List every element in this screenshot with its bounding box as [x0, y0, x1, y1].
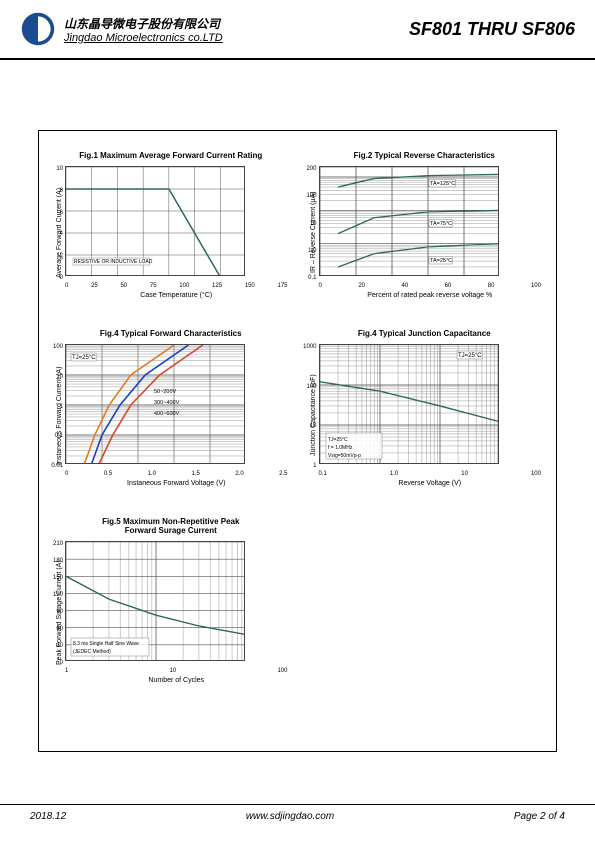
- company-logo-icon: [20, 11, 56, 47]
- fig3-chart: Fig.4 Typical Forward Characteristics In…: [54, 329, 288, 487]
- fig2-title: Fig.2 Typical Reverse Characteristics: [308, 151, 542, 160]
- fig3-plot: 50~200V 300~400V 400~600V TJ=25°C: [65, 344, 245, 464]
- fig1-xticks: 0255075100125150175: [65, 283, 288, 289]
- fig5-xticks: 110100: [65, 668, 288, 674]
- content-frame: Fig.1 Maximum Average Forward Current Ra…: [38, 130, 557, 752]
- fig3-xticks: 00.51.01.52.02.5: [65, 471, 288, 477]
- svg-text:300~400V: 300~400V: [154, 400, 180, 406]
- fig4-chart: Fig.4 Typical Junction Capacitance Junct…: [308, 329, 542, 487]
- fig1-yticks: 1086420: [47, 166, 63, 281]
- svg-text:400~600V: 400~600V: [154, 411, 180, 417]
- fig5-plot: 8.3 ms Single Half Sine Wave (JEDEC Metho…: [65, 541, 245, 661]
- fig4-yticks: 1000100101: [301, 344, 317, 469]
- company-name-en: Jingdao Microelectronics co.LTD: [64, 32, 409, 44]
- svg-text:TJ=25°C: TJ=25°C: [72, 355, 96, 361]
- fig1-chart: Fig.1 Maximum Average Forward Current Ra…: [54, 151, 288, 299]
- fig4-plot: TJ=25°C TJ=25°C f = 1.0MHz Vsig=50mVp-p: [319, 344, 499, 464]
- fig2-xticks: 020406080100: [319, 283, 542, 289]
- svg-text:TA=125°C: TA=125°C: [430, 181, 455, 187]
- fig3-yticks: 1001010.10.01: [47, 344, 63, 469]
- fig2-chart: Fig.2 Typical Reverse Characteristics IR…: [308, 151, 542, 299]
- svg-text:8.3 ms Single Half Sine Wave: 8.3 ms Single Half Sine Wave: [73, 641, 139, 647]
- fig2-plot: TA=125°C TA=75°C TA=25°C: [319, 166, 499, 276]
- company-block: 山东晶导微电子股份有限公司 Jingdao Microelectronics c…: [64, 15, 409, 44]
- footer: 2018.12 www.sdjingdao.com Page 2 of 4: [0, 804, 595, 824]
- svg-text:TJ=25°C: TJ=25°C: [458, 353, 482, 359]
- svg-text:Vsig=50mVp-p: Vsig=50mVp-p: [328, 453, 361, 459]
- fig2-yticks: 200100101.00.1: [301, 166, 317, 281]
- fig1-xlabel: Case Temperature (°C): [65, 292, 288, 299]
- header: 山东晶导微电子股份有限公司 Jingdao Microelectronics c…: [0, 0, 595, 60]
- svg-text:TJ=25°C: TJ=25°C: [328, 437, 348, 443]
- fig4-title: Fig.4 Typical Junction Capacitance: [308, 329, 542, 338]
- svg-text:(JEDEC Method): (JEDEC Method): [73, 649, 111, 655]
- fig5-title: Fig.5 Maximum Non-Repetitive PeakForward…: [54, 517, 288, 535]
- fig2-xlabel: Percent of rated peak reverse voltage %: [319, 292, 542, 299]
- fig5-yticks: 2101801501209060300: [47, 541, 63, 666]
- svg-text:TA=25°C: TA=25°C: [430, 258, 452, 264]
- svg-text:RESISTIVE OR INDUCTIVE LOAD: RESISTIVE OR INDUCTIVE LOAD: [74, 259, 153, 265]
- chart-grid: Fig.1 Maximum Average Forward Current Ra…: [39, 131, 556, 704]
- fig4-xlabel: Reverse Voltage (V): [319, 480, 542, 487]
- product-title: SF801 THRU SF806: [409, 19, 575, 40]
- fig4-xticks: 0.11.010100: [319, 471, 542, 477]
- footer-url: www.sdjingdao.com: [246, 811, 334, 822]
- company-name-cn: 山东晶导微电子股份有限公司: [64, 15, 409, 32]
- svg-text:TA=75°C: TA=75°C: [430, 221, 452, 227]
- fig3-xlabel: Instaneous Forward Voltage (V): [65, 480, 288, 487]
- footer-page: Page 2 of 4: [514, 811, 565, 822]
- fig1-plot: RESISTIVE OR INDUCTIVE LOAD: [65, 166, 245, 276]
- svg-text:f = 1.0MHz: f = 1.0MHz: [328, 445, 353, 451]
- fig5-xlabel: Number of Cycles: [65, 677, 288, 684]
- fig5-chart: Fig.5 Maximum Non-Repetitive PeakForward…: [54, 517, 288, 684]
- fig3-title: Fig.4 Typical Forward Characteristics: [54, 329, 288, 338]
- fig1-title: Fig.1 Maximum Average Forward Current Ra…: [54, 151, 288, 160]
- footer-date: 2018.12: [30, 811, 66, 822]
- svg-text:50~200V: 50~200V: [154, 389, 177, 395]
